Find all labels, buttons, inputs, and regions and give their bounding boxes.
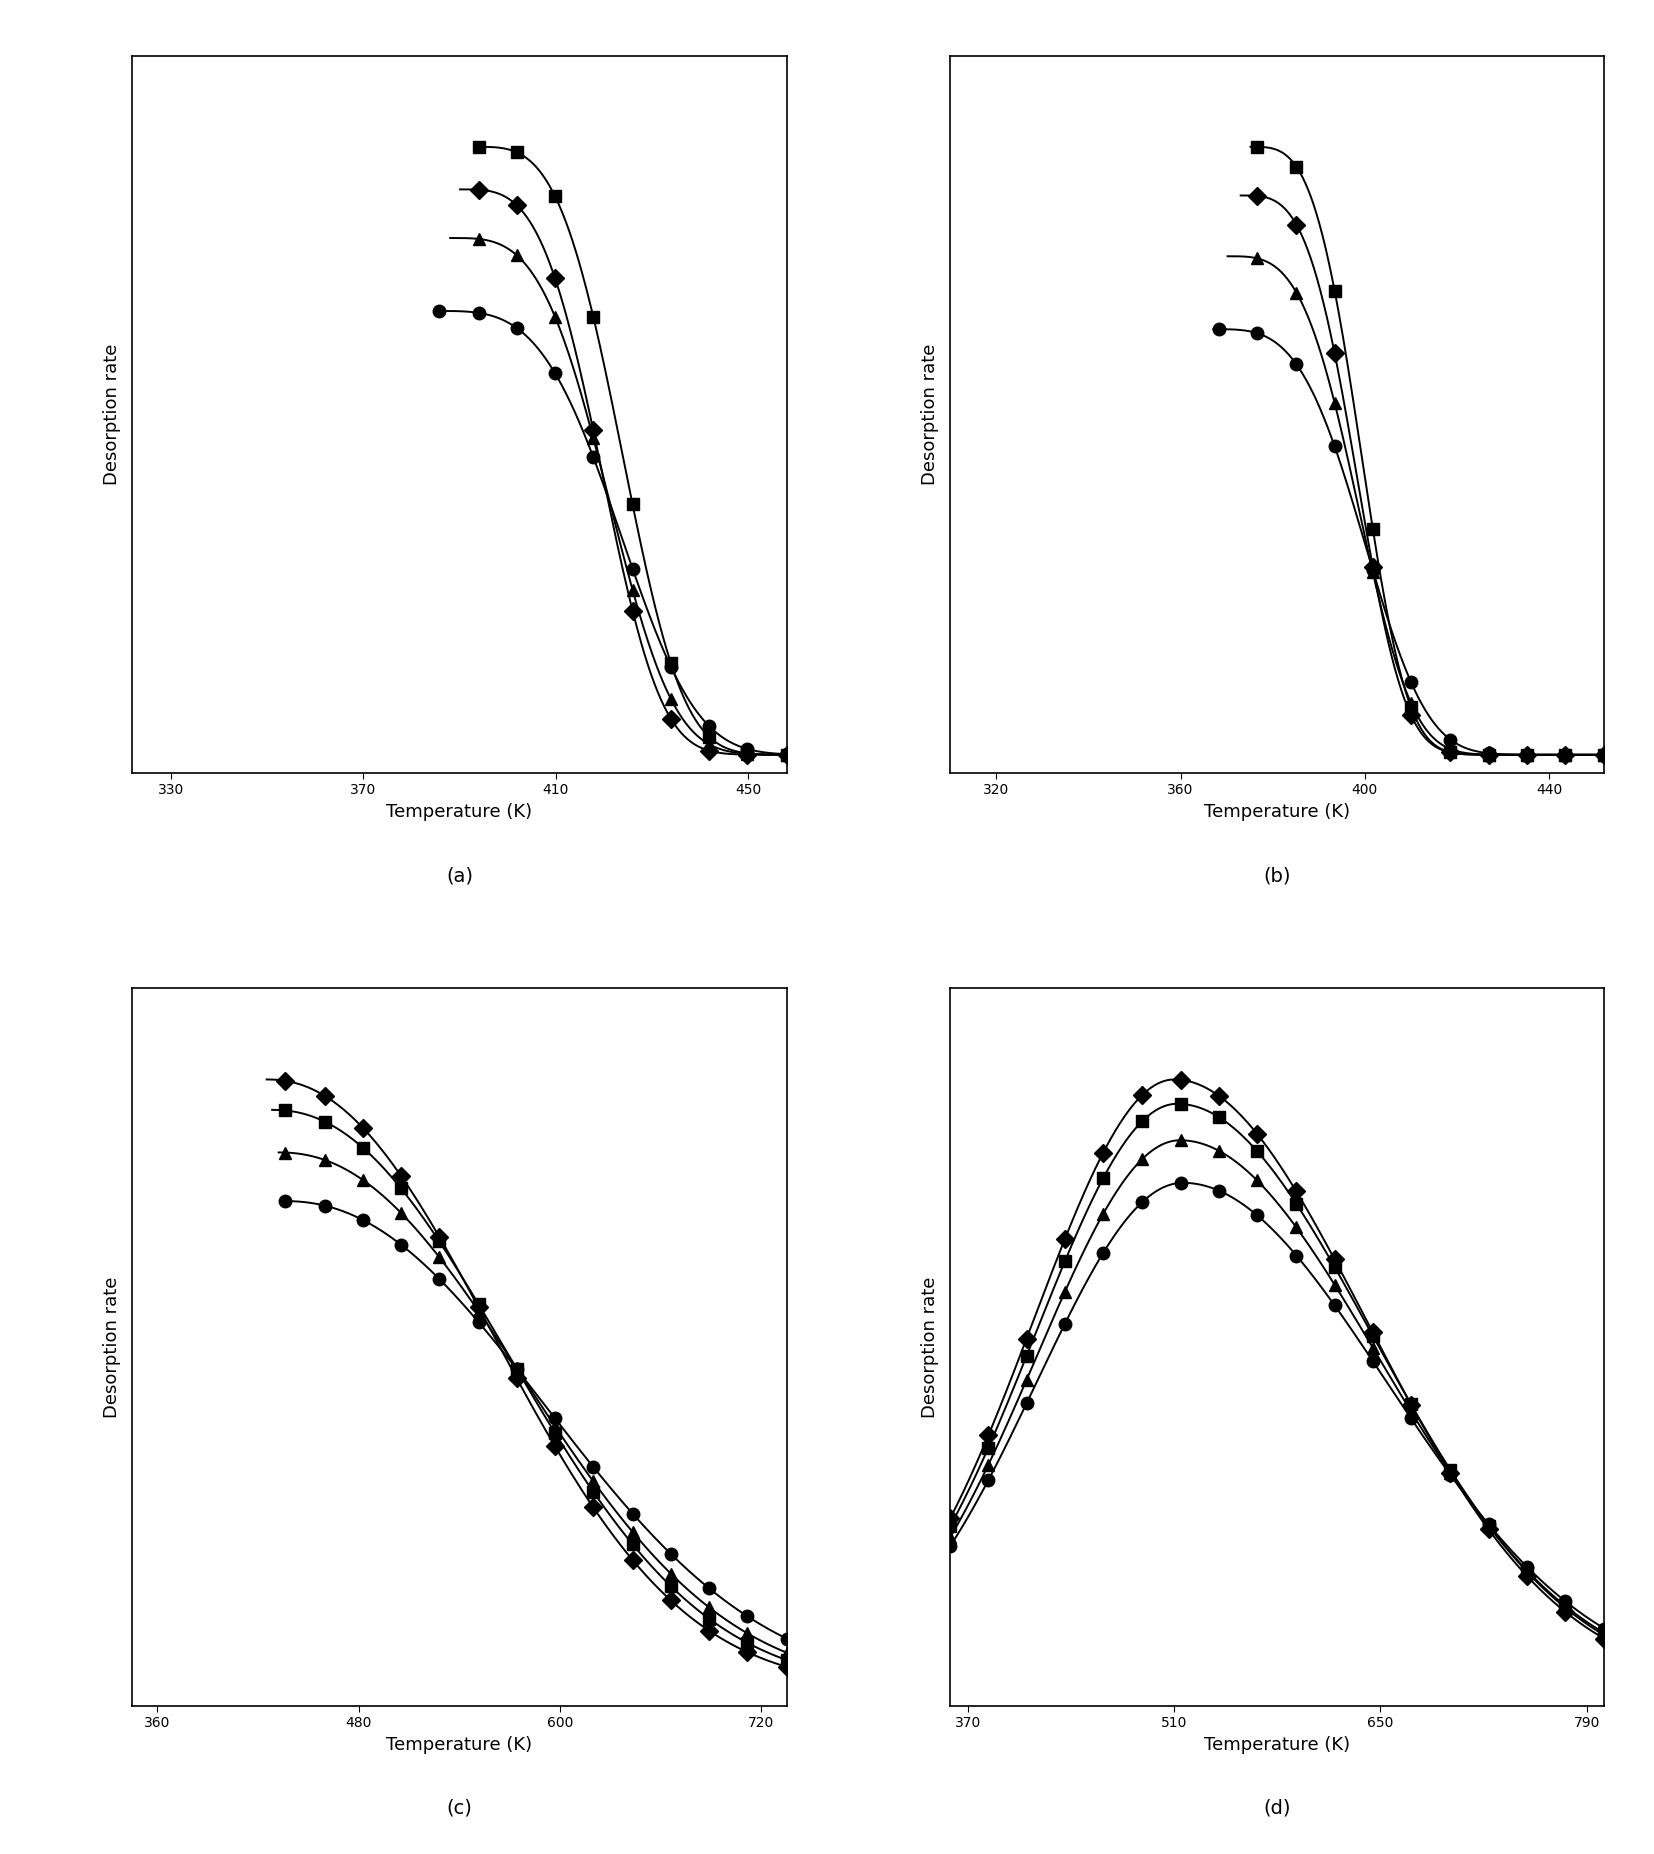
Text: (b): (b) — [1264, 866, 1292, 886]
X-axis label: Temperature (K): Temperature (K) — [1204, 803, 1350, 821]
Y-axis label: Desorption rate: Desorption rate — [921, 343, 939, 486]
X-axis label: Temperature (K): Temperature (K) — [387, 803, 533, 821]
X-axis label: Temperature (K): Temperature (K) — [387, 1735, 533, 1754]
Y-axis label: Desorption rate: Desorption rate — [921, 1276, 939, 1418]
Text: (d): (d) — [1264, 1798, 1292, 1819]
X-axis label: Temperature (K): Temperature (K) — [1204, 1735, 1350, 1754]
Y-axis label: Desorption rate: Desorption rate — [103, 1276, 121, 1418]
Text: (c): (c) — [447, 1798, 473, 1819]
Text: (a): (a) — [447, 866, 473, 886]
Y-axis label: Desorption rate: Desorption rate — [103, 343, 121, 486]
